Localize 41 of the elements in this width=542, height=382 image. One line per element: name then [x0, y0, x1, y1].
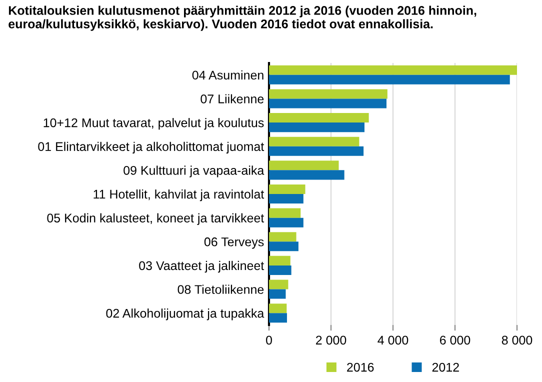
bar [269, 160, 339, 170]
bar [269, 313, 287, 323]
bar [269, 208, 301, 218]
bar [269, 146, 364, 156]
bar [269, 218, 304, 228]
bar [269, 232, 296, 242]
chart-title: Kotitalouksien kulutusmenot pääryhmittäin 2012 ja 2016 (vuoden 2016 hinnoin, euroa/kulutusyksikkö, keskiarvo). Vuoden 2016 tiedot ovat ennakollisia. [8, 6, 476, 31]
bar [269, 304, 287, 314]
bar [269, 256, 290, 266]
y-tick-label: 08 Tietoliikenne [178, 284, 264, 294]
y-tick-label: 10+12 Muut tavarat, palvelut ja koulutus [44, 118, 264, 130]
bar [269, 280, 288, 290]
y-tick-label: 05 Kodin kalusteet, koneet ja tarvikkeet [47, 213, 264, 225]
bar [269, 184, 306, 194]
y-tick-label: 03 Vaatteet ja jalkineet [139, 260, 264, 273]
bar [269, 65, 517, 75]
bar [269, 289, 286, 299]
bar [269, 170, 344, 180]
x-tick-label: 8 000 [502, 336, 532, 345]
bar [269, 265, 292, 275]
x-tick-label: 4 000 [378, 336, 408, 345]
bar [269, 98, 386, 108]
legend-label: 2012 [432, 362, 459, 372]
legend-label: 2016 [347, 362, 374, 372]
x-tick-label: 6 000 [440, 336, 470, 345]
bar [269, 242, 298, 252]
bar [269, 89, 388, 99]
bar [269, 113, 369, 123]
y-tick-label: 02 Alkoholijuomat ja tupakka [106, 308, 264, 320]
bar [269, 122, 364, 132]
y-tick-label: 01 Elintarvikkeet ja alkoholittomat juomat [38, 142, 264, 154]
bar [269, 74, 510, 84]
bar [269, 194, 304, 204]
bar [269, 136, 360, 146]
y-tick-label: 04 Asuminen [192, 70, 264, 80]
y-tick-label: 09 Kulttuuri ja vapaa-aika [124, 166, 264, 178]
x-tick-label: 0 [266, 336, 272, 345]
y-tick-label: 07 Liikenne [200, 94, 264, 104]
y-tick-label: 11 Hotellit, kahvilat ja ravintolat [94, 189, 264, 202]
y-tick-label: 06 Terveys [204, 237, 264, 249]
x-tick-label: 2 000 [316, 336, 346, 345]
